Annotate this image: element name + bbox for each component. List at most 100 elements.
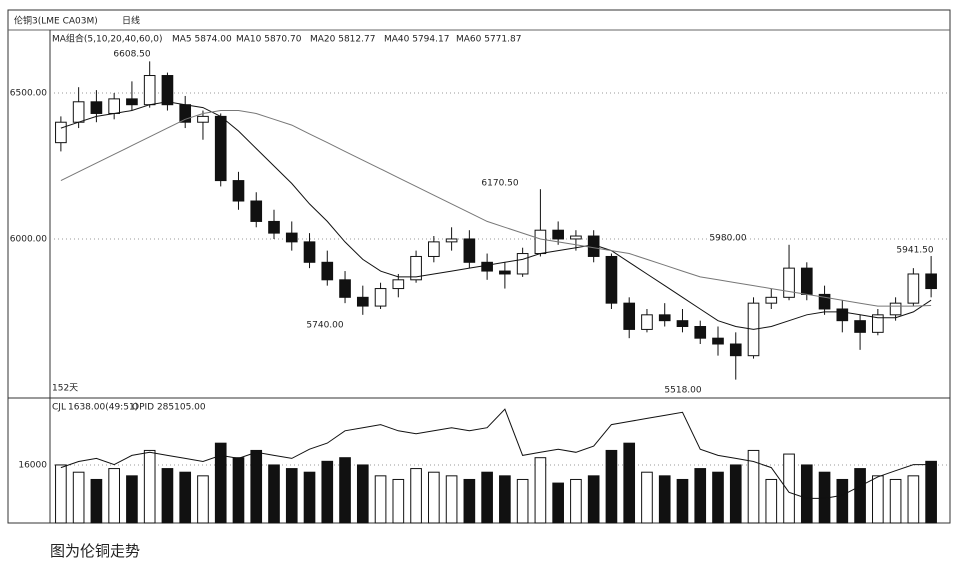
ma-legend: MA10 5870.70 (236, 35, 302, 45)
volume-tick-label: 16000 (18, 460, 47, 470)
candle-body (268, 220, 280, 234)
candle-body (197, 115, 209, 123)
candle-body (303, 241, 316, 263)
candle-body (214, 115, 227, 182)
y-tick-label: 6500.00 (10, 89, 47, 99)
volume-bar (143, 449, 156, 524)
volume-bar (428, 471, 440, 524)
candle-body (72, 101, 85, 123)
candle-body (818, 293, 831, 310)
ma-line (60, 110, 932, 307)
volume-bar (658, 475, 671, 524)
candle-body (552, 229, 564, 240)
volume-bar (268, 464, 280, 524)
volume-bar (250, 449, 263, 524)
volume-bar (179, 471, 192, 524)
candle-body (676, 320, 689, 328)
volume-bar (641, 471, 653, 524)
price-annotation: 5941.50 (896, 246, 933, 256)
volume-bar (321, 460, 334, 524)
volume-bar (126, 475, 138, 524)
candle-body (854, 320, 866, 333)
candle-body (428, 241, 440, 257)
candle-body (339, 279, 351, 298)
caption: 图为伦铜走势 (50, 542, 141, 560)
volume-bar (747, 449, 760, 524)
candle-body (570, 235, 582, 240)
volume-bar (729, 464, 742, 524)
volume-bar (303, 471, 316, 524)
candle-body (925, 273, 937, 290)
volume-bar (392, 478, 405, 524)
price-annotation: 5518.00 (664, 386, 701, 396)
volume-bar (90, 478, 103, 524)
symbol[interactable]: 伦铜3(LME CA03M) (14, 15, 98, 27)
volume-bar (765, 478, 778, 524)
volume-bar (552, 482, 564, 524)
volume-bar (587, 475, 600, 524)
volume-bar (108, 468, 120, 524)
candle-body (481, 261, 493, 272)
volume-bar (285, 468, 298, 524)
volume-bar (800, 464, 813, 524)
days-label: 152天 (52, 384, 78, 394)
price-annotation: 5980.00 (709, 234, 746, 244)
ma-legend: MA5 5874.00 (172, 35, 232, 45)
candle-body (836, 308, 849, 322)
candle-body (499, 270, 511, 275)
candle-body (108, 98, 120, 114)
volume-bar (445, 475, 458, 524)
price-annotation: 6170.50 (481, 179, 518, 189)
volume-bar (516, 478, 529, 524)
candle-body (658, 314, 671, 322)
volume-bar (605, 449, 618, 524)
candle-body (232, 180, 245, 202)
candle-body (534, 229, 547, 255)
volume-bar (694, 468, 707, 524)
candle-body (143, 75, 156, 106)
candle-body (126, 98, 138, 106)
chart: 伦铜3(LME CA03M) 日线 152天 MA组合(5,10,20,40,6… (7, 9, 951, 524)
volume-bar (676, 478, 689, 524)
ma-legend: MA组合(5,10,20,40,60,0) (52, 33, 163, 45)
volume-bar (534, 457, 547, 524)
volume-bar (907, 475, 920, 524)
candle-body (623, 302, 636, 330)
volume-bar (356, 464, 369, 524)
volume-bar (410, 468, 422, 524)
candle-body (729, 343, 742, 357)
volume-label: OPID 285105.00 (132, 403, 206, 413)
volume-bar (925, 460, 937, 524)
candle-body (765, 296, 778, 304)
ma-legend: MA20 5812.77 (310, 35, 375, 45)
candle-body (161, 75, 174, 106)
candle-body (285, 232, 298, 243)
candle-body (641, 314, 653, 330)
y-tick-label: 6000.00 (10, 234, 47, 244)
ma-legend: MA60 5771.87 (456, 35, 521, 45)
volume-label: CJL (52, 403, 66, 413)
candle-body (783, 267, 795, 298)
volume-bar (232, 457, 245, 524)
volume-bar (374, 475, 387, 524)
price-annotation: 5740.00 (306, 321, 343, 331)
open-interest-line (60, 408, 932, 499)
volume-bar (872, 475, 884, 524)
candle-body (55, 121, 67, 144)
candle-body (605, 255, 618, 304)
candle-body (90, 101, 103, 114)
ma-legend: MA40 5794.17 (384, 35, 449, 45)
price-annotation: 6608.50 (113, 50, 150, 60)
candle-body (872, 314, 884, 333)
candle-body (712, 337, 724, 345)
volume-bar (481, 471, 493, 524)
volume-bar (836, 478, 849, 524)
volume-bar (55, 464, 67, 524)
candle-body (516, 253, 529, 275)
volume-bar (889, 478, 902, 524)
volume-bar (499, 475, 511, 524)
volume-bar (712, 471, 724, 524)
period[interactable]: 日线 (122, 15, 140, 27)
candle-body (907, 273, 920, 304)
